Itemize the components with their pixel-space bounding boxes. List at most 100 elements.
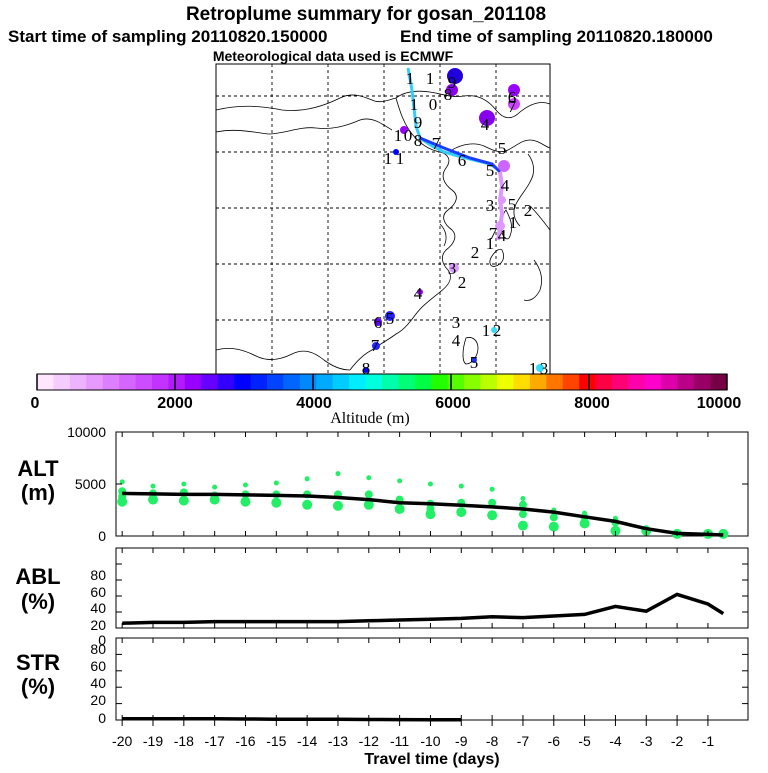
- map-day-label: 1: [396, 149, 405, 168]
- alt-point: [117, 496, 128, 507]
- map-day-label: 5: [386, 309, 395, 328]
- map-day-label: 7: [432, 134, 441, 153]
- colorbar-cell: [464, 374, 482, 390]
- alt-point: [366, 475, 372, 481]
- map-day-label: 2: [493, 321, 502, 340]
- colorbar-cell: [86, 374, 104, 390]
- colorbar-cell: [480, 374, 498, 390]
- map-day-label: 1: [509, 213, 518, 232]
- map-day-label: 2: [524, 201, 533, 220]
- alt-point: [364, 490, 373, 499]
- colorbar-cells: [37, 374, 728, 390]
- alt-label: ALT: [17, 456, 59, 481]
- trajectory-marker: [374, 318, 382, 326]
- alt-point: [549, 513, 558, 522]
- alt-point: [302, 499, 313, 510]
- alt-point: [178, 495, 189, 506]
- x-tick-label: -13: [328, 733, 348, 749]
- map-day-label: 4: [481, 115, 490, 134]
- alt-ytick-10000: 10000: [67, 424, 106, 440]
- alt-point: [363, 499, 374, 510]
- track-segment: [419, 136, 502, 174]
- end-time-label: End time of sampling 20110820.180000: [400, 27, 713, 46]
- map-day-label: 1: [410, 95, 419, 114]
- trajectory-marker: [491, 327, 497, 333]
- alt-point: [517, 520, 528, 531]
- alt-point: [489, 486, 495, 492]
- alt-point: [273, 480, 279, 486]
- alt-point: [425, 509, 436, 520]
- alt-point: [579, 518, 590, 529]
- x-tick-label: -7: [517, 733, 530, 749]
- colorbar-cell: [529, 374, 547, 390]
- str-label: STR: [16, 650, 60, 675]
- alt-point: [242, 482, 248, 488]
- map-day-label: 1: [529, 359, 538, 378]
- map-day-label: 5: [498, 139, 507, 158]
- abl-label: ABL: [15, 564, 60, 589]
- colorbar-cell: [661, 374, 679, 390]
- trajectory-marker: [393, 149, 399, 155]
- colorbar-cell: [398, 374, 416, 390]
- trajectory-markers: [363, 68, 544, 373]
- coastlines: [215, 90, 551, 371]
- trajectory-marker: [385, 311, 395, 321]
- x-tick-label: -8: [486, 733, 499, 749]
- alt-point: [304, 476, 310, 482]
- x-tick-labels: -20 -19 -18 -17 -16 -15 -14 -13 -12 -11 -10 -9 -8 -7 -…: [112, 733, 714, 749]
- map-day-label: 4: [501, 176, 510, 195]
- map-day-label: 1: [384, 149, 393, 168]
- colorbar-tick-10000: 10000: [697, 395, 742, 412]
- alt-point: [332, 500, 343, 511]
- colorbar-cell: [250, 374, 268, 390]
- alt-point: [209, 494, 220, 505]
- colorbar-cell: [53, 374, 71, 390]
- colorbar-cell: [217, 374, 235, 390]
- colorbar-cell: [382, 374, 399, 390]
- colorbar-cell: [513, 374, 531, 390]
- x-axis-label: Travel time (days): [364, 751, 499, 768]
- colorbar-cell: [201, 374, 219, 390]
- alt-median-line: [122, 491, 724, 537]
- colorbar-cell: [349, 374, 367, 390]
- trajectory-marker: [495, 221, 505, 231]
- trajectory-marker: [372, 342, 380, 350]
- colorbar-cell: [283, 374, 301, 390]
- colorbar-cell: [332, 374, 350, 390]
- str-unit: (%): [21, 674, 55, 699]
- axis-tick-marks: [116, 431, 748, 726]
- colorbar-cell: [710, 374, 728, 390]
- x-tick-label: -17: [205, 733, 225, 749]
- x-tick-label: -5: [578, 733, 591, 749]
- str-ytick-40: 40: [90, 675, 106, 691]
- colorbar-cell: [447, 374, 465, 390]
- colorbar-cell: [562, 374, 580, 390]
- alt-point: [394, 503, 405, 514]
- x-tick-label: -9: [455, 733, 468, 749]
- map-day-label: 6: [458, 151, 467, 170]
- x-tick-label: -1: [702, 733, 715, 749]
- alt-point: [458, 483, 464, 489]
- map-day-label: 8: [362, 359, 371, 378]
- x-tick-label: -2: [671, 733, 684, 749]
- alt-point: [119, 479, 125, 485]
- chart-title: Retroplume summary for gosan_201108: [186, 4, 546, 25]
- trajectory-marker: [417, 289, 423, 295]
- colorbar-cell: [168, 374, 186, 390]
- alt-point: [147, 494, 158, 505]
- alt-point: [397, 478, 403, 484]
- alt-point: [520, 496, 526, 502]
- abl-unit: (%): [21, 589, 55, 614]
- alt-point: [518, 510, 527, 519]
- colorbar-cell: [595, 374, 613, 390]
- trajectory-marker: [363, 367, 369, 373]
- colorbar-cell: [184, 374, 202, 390]
- map-day-label: 7: [489, 224, 498, 243]
- colorbar-tick-0: 0: [31, 395, 40, 412]
- colorbar-tick-6000: 6000: [435, 395, 471, 412]
- trajectory-marker: [449, 263, 459, 273]
- x-tick-label: -19: [143, 733, 163, 749]
- colorbar-cell: [69, 374, 87, 390]
